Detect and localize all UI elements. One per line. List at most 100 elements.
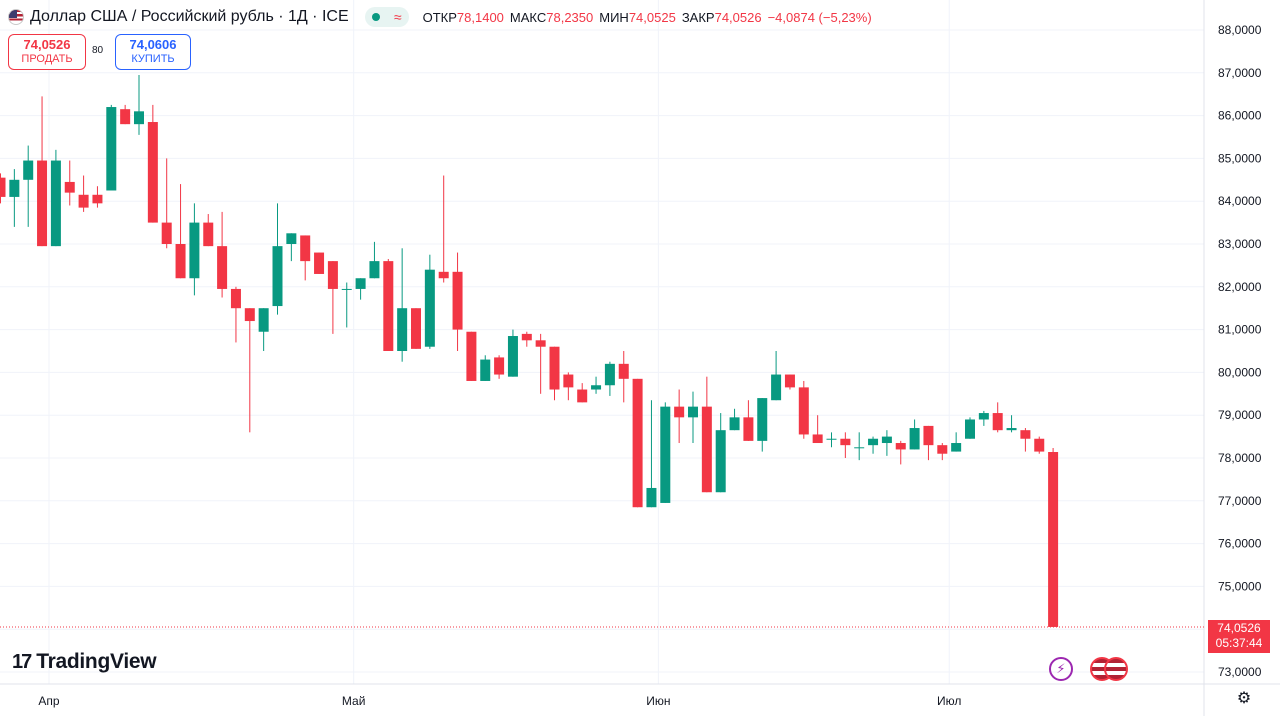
candle-body [743,417,754,441]
candle [507,329,518,377]
candle-body [134,111,144,125]
sell-price: 74,0526 [23,37,71,52]
candle-body [591,385,602,390]
candle [798,380,809,439]
last-price-label: 74,0526 05:37:44 [1208,620,1270,653]
candle [909,419,920,450]
candle-body [604,363,615,386]
candle-body [369,261,380,279]
candle [660,402,671,503]
candle-body [175,244,186,279]
candle-body [729,417,740,431]
tradingview-logo-text: TradingView [36,650,157,673]
candle [1006,415,1017,433]
tradingview-logo-icon: 17 [12,650,32,673]
candle-body [494,357,505,375]
candle [37,96,48,247]
candle [1020,428,1031,452]
candle [23,145,34,227]
tradingview-logo[interactable]: 17 TradingView [12,650,157,674]
candle [632,378,643,508]
candle [604,361,615,396]
symbol-title[interactable]: Доллар США / Российский рубль · 1Д · ICE [30,8,349,25]
y-tick-label: 81,0000 [1218,323,1262,337]
candle-body [189,222,200,279]
candle [64,160,75,206]
price-axis[interactable]: 73,000074,000075,000076,000077,000078,00… [1218,23,1262,679]
candle-body [951,443,962,452]
candle [895,440,906,465]
candle [300,235,311,281]
candle [577,383,588,403]
candle [189,203,200,296]
candle-body [203,222,214,247]
y-tick-label: 86,0000 [1218,109,1262,123]
candle [965,417,975,439]
candle [161,158,172,249]
candle-body [701,406,712,493]
data-delay-icon: ≈ [393,9,402,25]
candle [743,400,754,441]
time-axis[interactable]: Апр Май Июн Июл [38,694,961,708]
bar-countdown: 05:37:44 [1215,636,1263,650]
candle-body [466,331,477,381]
candle-body [757,398,768,441]
candle [438,175,449,283]
candle-body [618,363,629,379]
candle-body [632,378,643,508]
candle [452,252,463,351]
candle-body [355,278,366,289]
candle-body [909,428,920,450]
candle-body [868,438,879,446]
candle [466,331,477,381]
settings-icon[interactable]: ⚙ [1236,690,1252,707]
flash-icon[interactable]: ⚡ [1049,657,1073,681]
candle-body [895,443,906,450]
candle [784,374,795,390]
candle [715,413,726,493]
y-tick-label: 88,0000 [1218,23,1262,37]
candle-body [23,160,34,180]
candle [230,286,241,343]
candle [992,402,1003,433]
buy-label: КУПИТЬ [131,53,175,65]
candle-body [161,222,172,244]
candle [521,331,532,347]
economic-events-icon[interactable] [1090,657,1130,683]
market-status[interactable]: ≈ [364,7,409,27]
candle-body [480,359,491,381]
candles [0,74,1059,627]
candle [937,443,948,461]
candle-body [992,413,1003,431]
sell-button[interactable]: 74,0526 ПРОДАТЬ [8,34,86,70]
sell-label: ПРОДАТЬ [21,53,73,65]
y-tick-label: 85,0000 [1218,151,1262,165]
ohlc-close: ЗАКР74,0526 [681,9,762,25]
buy-price: 74,0606 [129,37,177,52]
y-tick-label: 76,0000 [1218,537,1262,551]
candle-body [230,288,241,309]
y-tick-label: 78,0000 [1218,451,1262,465]
candle [812,415,823,444]
candle-body [798,387,809,435]
candle-body [50,160,61,247]
y-tick-label: 83,0000 [1218,237,1262,251]
candle [175,184,186,279]
candle-body [383,261,394,351]
candle-body [535,340,546,347]
candle-body [881,436,892,444]
buy-button[interactable]: 74,0606 КУПИТЬ [115,34,191,70]
candle-body [688,406,698,418]
candle [50,149,61,247]
candle-body [92,194,103,204]
ohlc-low: МИН74,0525 [599,9,676,25]
candle-body [923,425,934,446]
candle [688,391,698,444]
candle [369,241,380,279]
x-tick-label: Июн [646,694,670,708]
candle [771,351,782,401]
candle [78,175,89,212]
market-open-icon [371,13,380,21]
candle [826,432,837,448]
